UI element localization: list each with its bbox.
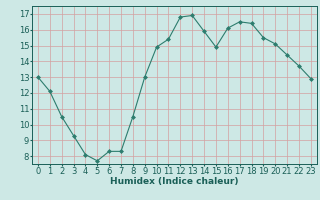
X-axis label: Humidex (Indice chaleur): Humidex (Indice chaleur) [110, 177, 239, 186]
